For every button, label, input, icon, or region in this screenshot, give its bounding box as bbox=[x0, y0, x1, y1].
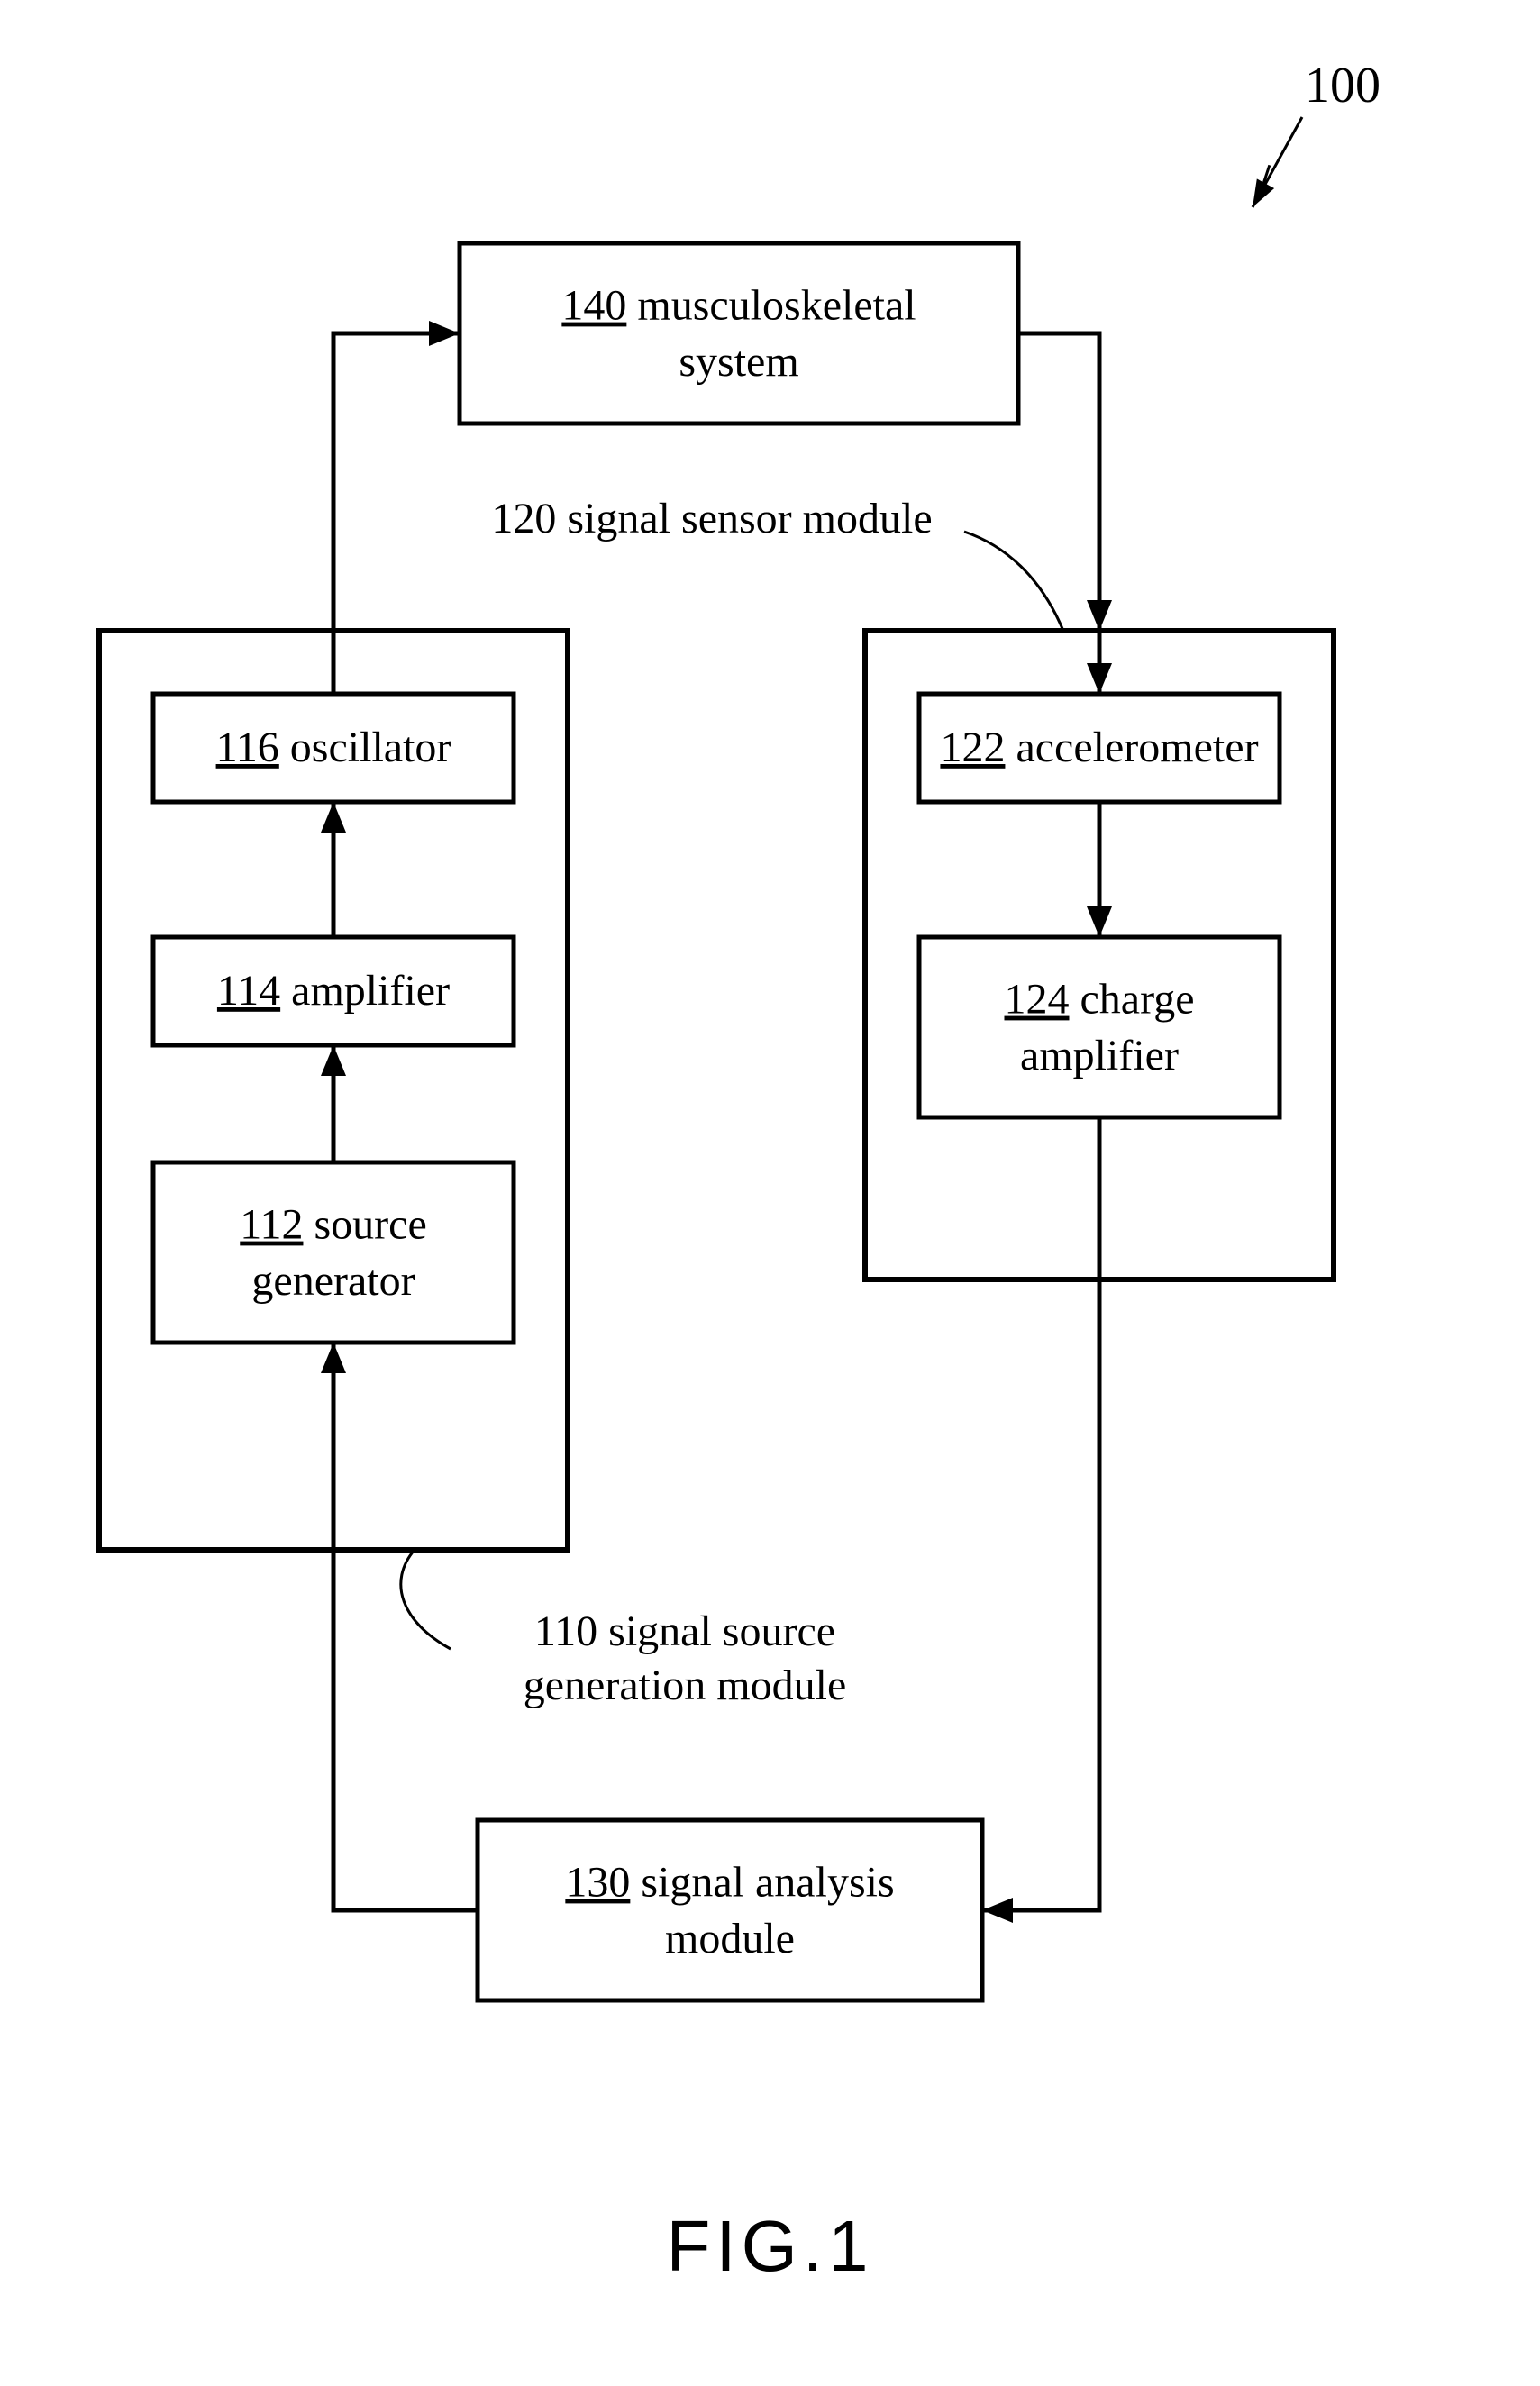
svg-text:generation module: generation module bbox=[524, 1662, 847, 1709]
node-122-label: 122 accelerometer bbox=[940, 724, 1258, 771]
label-120: 120 signal sensor module bbox=[491, 495, 932, 542]
edge bbox=[333, 333, 460, 631]
node-140-label: 140 musculoskeletal bbox=[561, 282, 916, 330]
node-130 bbox=[478, 1820, 982, 2000]
edge bbox=[982, 1280, 1099, 1910]
label-110: 110 signal source bbox=[534, 1607, 835, 1655]
figure-label: FIG.1 bbox=[666, 2206, 873, 2286]
leader-120 bbox=[964, 532, 1063, 631]
node-116-label: 116 oscillator bbox=[216, 724, 451, 771]
svg-text:system: system bbox=[679, 338, 798, 386]
node-112-label: 112 source bbox=[240, 1201, 427, 1249]
node-112 bbox=[153, 1162, 514, 1343]
node-140 bbox=[460, 243, 1018, 423]
edge bbox=[1018, 333, 1099, 631]
svg-text:generator: generator bbox=[251, 1257, 415, 1305]
ref-100: 100 bbox=[1305, 58, 1381, 114]
leader-110 bbox=[401, 1550, 451, 1649]
node-130-label: 130 signal analysis bbox=[565, 1859, 894, 1907]
svg-text:module: module bbox=[665, 1915, 795, 1963]
node-114-label: 114 amplifier bbox=[217, 967, 450, 1015]
node-124-label: 124 charge bbox=[1004, 976, 1194, 1024]
node-124 bbox=[919, 937, 1280, 1117]
svg-text:amplifier: amplifier bbox=[1020, 1032, 1179, 1079]
